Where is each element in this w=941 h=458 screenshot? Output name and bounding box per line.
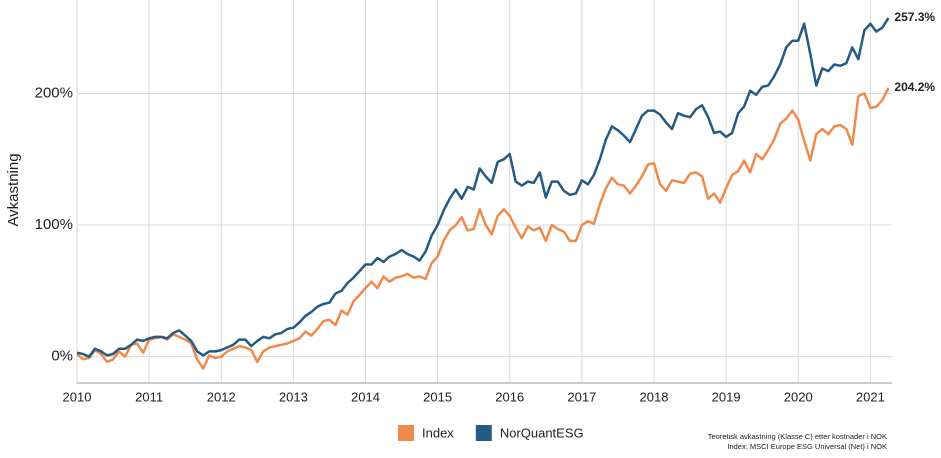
x-tick-label: 2019 — [712, 389, 741, 404]
legend-label: NorQuantESG — [500, 425, 584, 440]
x-tick-label: 2010 — [63, 389, 92, 404]
x-tick-label: 2012 — [207, 389, 236, 404]
legend-label: Index — [422, 425, 454, 440]
y-axis-label: Avkastning — [5, 153, 22, 226]
series-line — [76, 87, 890, 370]
x-tick-label: 2021 — [856, 389, 885, 404]
x-tick-label: 2017 — [567, 389, 596, 404]
end-label: 257.3% — [894, 10, 935, 24]
x-tick-label: 2014 — [351, 389, 380, 404]
x-tick-label: 2020 — [784, 389, 813, 404]
y-tick-label: 200% — [35, 84, 73, 101]
legend-swatch — [475, 425, 492, 441]
y-tick-label: 100% — [35, 216, 73, 233]
footnote: Index: MSCI Europe ESG Universal (Net) i… — [727, 442, 887, 451]
x-tick-label: 2016 — [495, 389, 524, 404]
x-tick-label: 2013 — [279, 389, 308, 404]
x-tick-label: 2015 — [423, 389, 452, 404]
end-label: 204.2% — [894, 80, 935, 94]
footnote: Teoretisk avkastning (Klasse C) etter ko… — [708, 432, 887, 441]
series-line — [76, 17, 890, 358]
legend-swatch — [398, 425, 414, 441]
y-tick-label: 0% — [51, 348, 73, 365]
x-tick-label: 2011 — [135, 389, 163, 404]
x-tick-label: 2018 — [640, 389, 669, 404]
